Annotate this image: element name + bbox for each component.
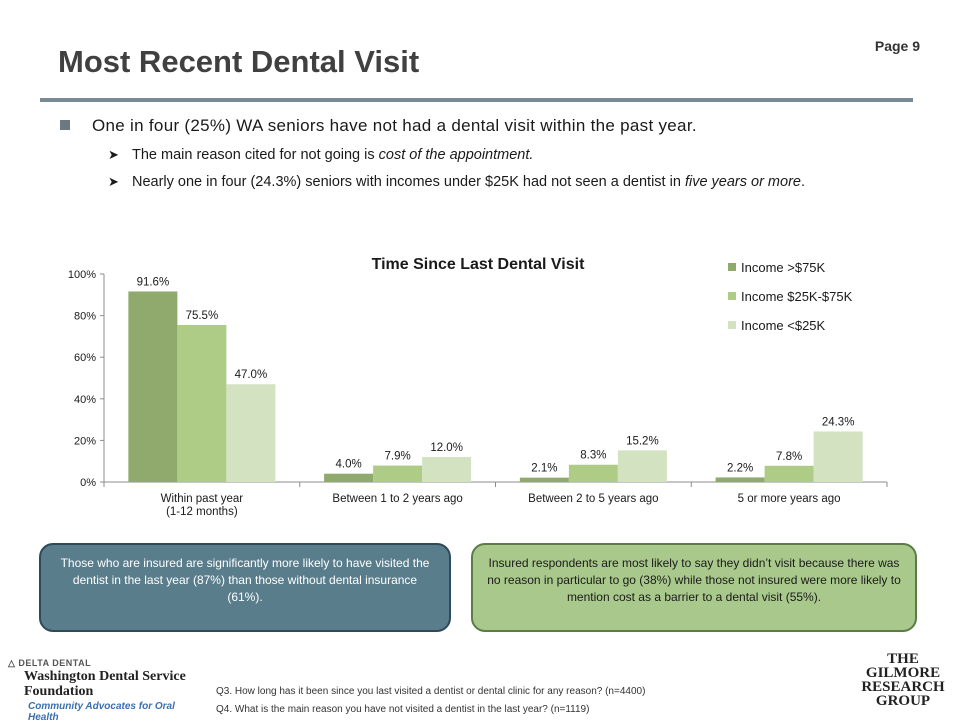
y-tick-label: 100% [68, 269, 96, 281]
bullet-sub-2-emphasis: five years or more [684, 174, 801, 190]
bar [617, 450, 667, 482]
bar [764, 465, 814, 482]
bar [519, 477, 569, 482]
data-label: 7.9% [385, 451, 411, 463]
bullet-list: One in four (25%) WA seniors have not ha… [60, 116, 900, 199]
bullet-sub-1: ➤ The main reason cited for not going is… [60, 145, 900, 165]
foundation-name-line1: Washington Dental Service [24, 669, 186, 684]
gilmore-logo-line: GROUP [875, 693, 931, 709]
bullet-sub-1-emphasis: cost of the appointment. [378, 147, 534, 163]
legend-swatch [728, 321, 736, 329]
insured-callout: Those who are insured are significantly … [39, 543, 451, 632]
footnote-q3: Q3. How long has it been since you last … [216, 686, 646, 697]
bar [422, 457, 472, 482]
bullet-main-text: One in four (25%) WA seniors have not ha… [92, 116, 697, 135]
legend-label: Income $25K-$75K [741, 289, 853, 304]
delta-dental-wordmark: △ DELTA DENTAL [8, 658, 92, 668]
bullet-sub-2-text: Nearly one in four (24.3%) seniors with … [132, 174, 685, 190]
legend-label: Income <$25K [741, 318, 826, 333]
delta-dental-logo: △ DELTA DENTAL Washington Dental Service… [8, 658, 208, 723]
title-divider [40, 98, 913, 102]
bar [813, 431, 863, 482]
gilmore-logo-line: RESEARCH [861, 679, 945, 695]
page-number: Page 9 [874, 38, 920, 54]
y-tick-label: 40% [74, 394, 96, 406]
data-label: 2.2% [727, 462, 753, 474]
bar-chart: Time Since Last Dental Visit 0% 20% 40% 60% 8… [68, 256, 888, 518]
data-label: 24.3% [822, 416, 855, 428]
page-title: Most Recent Dental Visit [58, 44, 420, 79]
y-tick-label: 80% [74, 311, 96, 323]
bar [568, 464, 618, 482]
data-label: 7.8% [776, 451, 802, 463]
footnotes: Q3. How long has it been since you last … [216, 683, 645, 719]
bar [128, 291, 178, 482]
x-category-label: Between 2 to 5 years ago [528, 493, 658, 505]
data-label: 2.1% [531, 463, 557, 475]
y-tick-label: 60% [74, 352, 96, 364]
bar [226, 384, 276, 482]
footnote-q4: Q4. What is the main reason you have not… [216, 704, 590, 715]
gilmore-logo-line: THE [887, 651, 919, 667]
data-label: 47.0% [235, 369, 268, 381]
bar [715, 477, 765, 482]
bullet-sub-1-text: The main reason cited for not going is [132, 147, 379, 163]
bar [373, 465, 423, 482]
bullet-main: One in four (25%) WA seniors have not ha… [60, 116, 900, 136]
data-label: 91.6% [137, 276, 170, 288]
x-category-label: 5 or more years ago [738, 493, 841, 505]
data-label: 8.3% [580, 450, 606, 462]
reason-callout: Insured respondents are most likely to s… [471, 543, 917, 632]
data-label: 75.5% [186, 310, 219, 322]
foundation-tagline: Community Advocates for Oral Health [28, 701, 175, 723]
bar [324, 473, 374, 482]
arrow-bullet-icon: ➤ [108, 147, 119, 162]
x-category-label: Within past year [161, 493, 244, 505]
legend-swatch [728, 263, 736, 271]
gilmore-logo: THE GILMORE RESEARCH GROUP [858, 651, 948, 709]
legend-swatch [728, 292, 736, 300]
bullet-sub-2: ➤ Nearly one in four (24.3%) seniors wit… [60, 172, 900, 192]
bullet-sub-2-end: . [800, 174, 806, 190]
data-label: 15.2% [626, 435, 659, 447]
chart-title: Time Since Last Dental Visit [372, 256, 585, 273]
arrow-bullet-icon: ➤ [108, 174, 119, 189]
foundation-name-line2: Foundation [24, 684, 94, 699]
y-tick-label: 0% [80, 477, 96, 489]
x-category-label: Between 1 to 2 years ago [332, 493, 462, 505]
gilmore-logo-line: GILMORE [865, 665, 941, 681]
square-bullet-icon [60, 120, 70, 130]
data-label: 12.0% [430, 442, 463, 454]
y-tick-label: 20% [74, 435, 96, 447]
legend-label: Income >$75K [741, 260, 826, 275]
bar [177, 324, 227, 482]
data-label: 4.0% [336, 459, 362, 471]
x-category-label: (1-12 months) [166, 506, 238, 518]
